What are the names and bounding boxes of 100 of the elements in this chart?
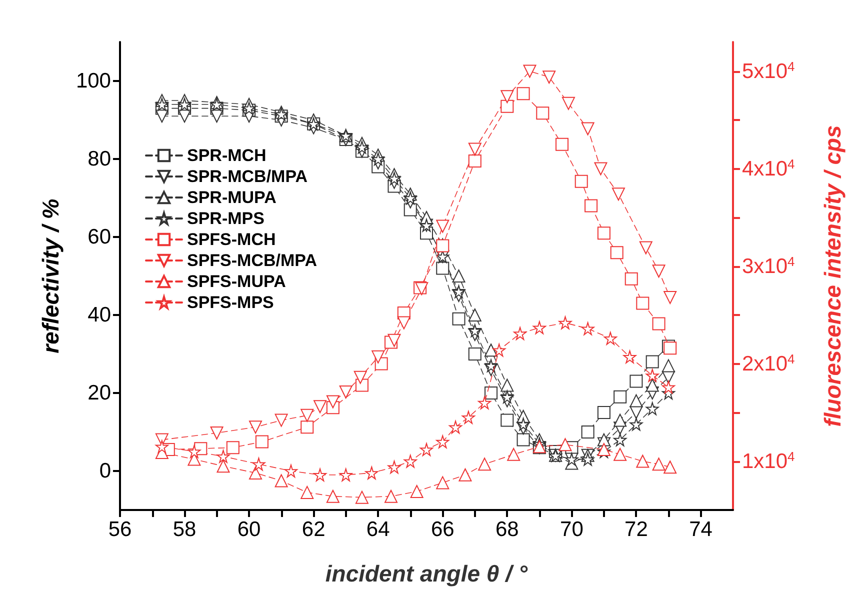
point	[478, 396, 492, 410]
point	[178, 98, 192, 111]
point	[388, 334, 401, 347]
point	[500, 378, 514, 392]
point	[636, 296, 650, 310]
point	[372, 350, 385, 364]
point	[404, 454, 417, 468]
point	[492, 344, 506, 357]
y-tick-label: 20	[88, 382, 111, 404]
point	[300, 420, 314, 434]
point	[614, 390, 627, 404]
point	[255, 435, 268, 448]
point	[662, 380, 675, 394]
point	[558, 438, 572, 452]
point	[646, 378, 659, 392]
point	[155, 440, 168, 454]
legend-label: SPFS-MUPA	[187, 272, 286, 291]
point	[597, 443, 610, 456]
legend-label: SPR-MPS	[187, 209, 264, 228]
x-tick-label: 58	[172, 518, 196, 541]
point	[646, 355, 659, 368]
point	[484, 344, 498, 357]
point	[597, 406, 610, 419]
point	[584, 199, 598, 212]
point	[581, 452, 594, 466]
point	[155, 98, 168, 111]
point	[420, 443, 433, 456]
point	[188, 445, 201, 458]
y2-axis-title: fluorescence intensity / cps	[820, 125, 846, 427]
point	[556, 138, 569, 151]
point	[452, 270, 466, 282]
point	[436, 262, 450, 275]
y-tick-label: 60	[88, 226, 111, 248]
point	[178, 110, 192, 123]
legend-label: SPR-MUPA	[187, 188, 276, 207]
x-axis-title: incident angle θ / °	[325, 560, 528, 586]
point	[646, 402, 659, 416]
point	[623, 350, 636, 364]
point	[614, 414, 627, 427]
point	[388, 172, 401, 185]
point	[388, 460, 401, 474]
point	[516, 418, 530, 431]
point	[326, 395, 340, 408]
point	[210, 110, 224, 123]
x-tick-label: 74	[689, 518, 713, 541]
point	[354, 370, 367, 384]
point	[662, 359, 675, 372]
point	[652, 317, 666, 330]
x-tick-label: 62	[302, 518, 326, 541]
point	[314, 468, 327, 482]
point	[624, 272, 638, 286]
x-tick-label: 60	[237, 518, 261, 541]
point	[355, 140, 368, 154]
point	[372, 152, 385, 166]
point	[597, 433, 610, 446]
point	[516, 433, 530, 446]
point	[468, 154, 482, 168]
point	[516, 87, 530, 100]
x-tick-label: 68	[495, 518, 519, 541]
point	[500, 390, 514, 404]
point	[558, 316, 572, 330]
x-tick-label: 66	[430, 518, 454, 541]
point	[449, 420, 462, 434]
point	[610, 246, 624, 260]
point	[581, 426, 594, 438]
point	[581, 122, 594, 136]
point	[630, 394, 643, 408]
point	[532, 321, 546, 334]
point	[404, 192, 417, 204]
point	[397, 316, 410, 330]
point	[646, 368, 659, 382]
point	[339, 468, 352, 482]
point	[594, 162, 608, 176]
point	[468, 348, 482, 360]
point	[630, 374, 643, 388]
point	[514, 327, 527, 340]
point	[365, 466, 378, 480]
point	[284, 464, 298, 478]
y-axis-title: reflectivity / %	[38, 198, 64, 354]
y-tick-label: 80	[88, 148, 111, 170]
y-tick-label: 40	[88, 304, 111, 326]
point	[452, 285, 466, 298]
point	[500, 100, 514, 113]
point	[484, 386, 498, 400]
y-tick-label: 100	[76, 70, 111, 92]
point	[581, 322, 594, 336]
point	[468, 324, 482, 338]
point	[252, 458, 266, 471]
point	[226, 441, 240, 454]
point	[436, 435, 450, 448]
legend-label: SPFS-MCH	[187, 230, 276, 249]
legend-label: SPR-MCB/MPA	[187, 167, 308, 186]
point	[484, 359, 498, 372]
legend-label: SPFS-MPS	[187, 293, 274, 312]
point	[216, 450, 230, 463]
point	[630, 418, 643, 431]
x-tick-label: 70	[560, 518, 584, 541]
point	[155, 110, 168, 123]
point	[597, 226, 610, 240]
point	[468, 308, 482, 322]
